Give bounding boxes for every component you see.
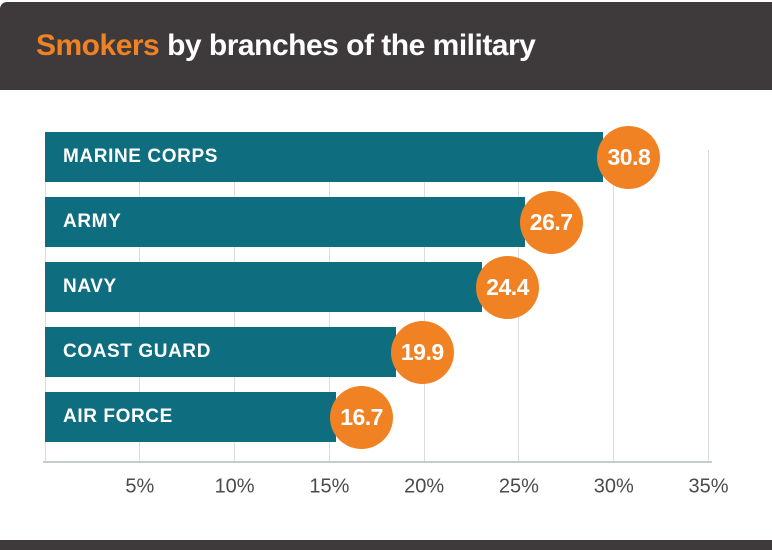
bar-label-coast-guard: COAST GUARD xyxy=(63,341,212,362)
x-axis-line xyxy=(43,461,712,463)
x-tick-label-35pct: 35% xyxy=(688,475,729,498)
gridline-35pct xyxy=(708,150,710,461)
value-label-navy: 24.4 xyxy=(486,273,529,300)
footer-bar xyxy=(0,540,772,550)
x-tick-label-25pct: 25% xyxy=(498,475,539,498)
bar-label-army: ARMY xyxy=(63,211,122,232)
value-label-marine-corps: 30.8 xyxy=(607,143,651,170)
value-badge-army: 26.7 xyxy=(519,190,583,254)
x-tick-label-20pct: 20% xyxy=(404,475,445,498)
chart-title: Smokers by branches of the military xyxy=(36,29,536,62)
value-label-air-force: 16.7 xyxy=(340,403,383,430)
bar-label-navy: NAVY xyxy=(63,276,117,297)
x-tick-label-5pct: 5% xyxy=(125,475,155,498)
x-tick-label-10pct: 10% xyxy=(214,475,255,498)
x-tick-label-15pct: 15% xyxy=(309,475,350,498)
value-label-coast-guard: 19.9 xyxy=(400,338,444,365)
chart-title-highlight: Smokers xyxy=(36,29,160,62)
bar-navy: NAVY xyxy=(45,262,482,312)
chart-title-rest: by branches of the military xyxy=(159,29,536,62)
gridline-30pct xyxy=(613,150,615,461)
x-tick-label-30pct: 30% xyxy=(593,475,634,498)
value-badge-navy: 24.4 xyxy=(476,255,540,319)
bar-coast-guard: COAST GUARD xyxy=(45,327,397,377)
bar-label-air-force: AIR FORCE xyxy=(63,406,173,427)
header: Smokers by branches of the military xyxy=(0,2,772,90)
value-badge-air-force: 16.7 xyxy=(330,385,394,449)
bar-army: ARMY xyxy=(45,197,526,247)
bar-marine-corps: MARINE CORPS xyxy=(45,132,603,182)
value-badge-marine-corps: 30.8 xyxy=(597,125,661,189)
bar-label-marine-corps: MARINE CORPS xyxy=(63,146,218,167)
bar-air-force: AIR FORCE xyxy=(45,392,336,442)
value-badge-coast-guard: 19.9 xyxy=(390,320,454,384)
value-label-army: 26.7 xyxy=(529,208,573,235)
